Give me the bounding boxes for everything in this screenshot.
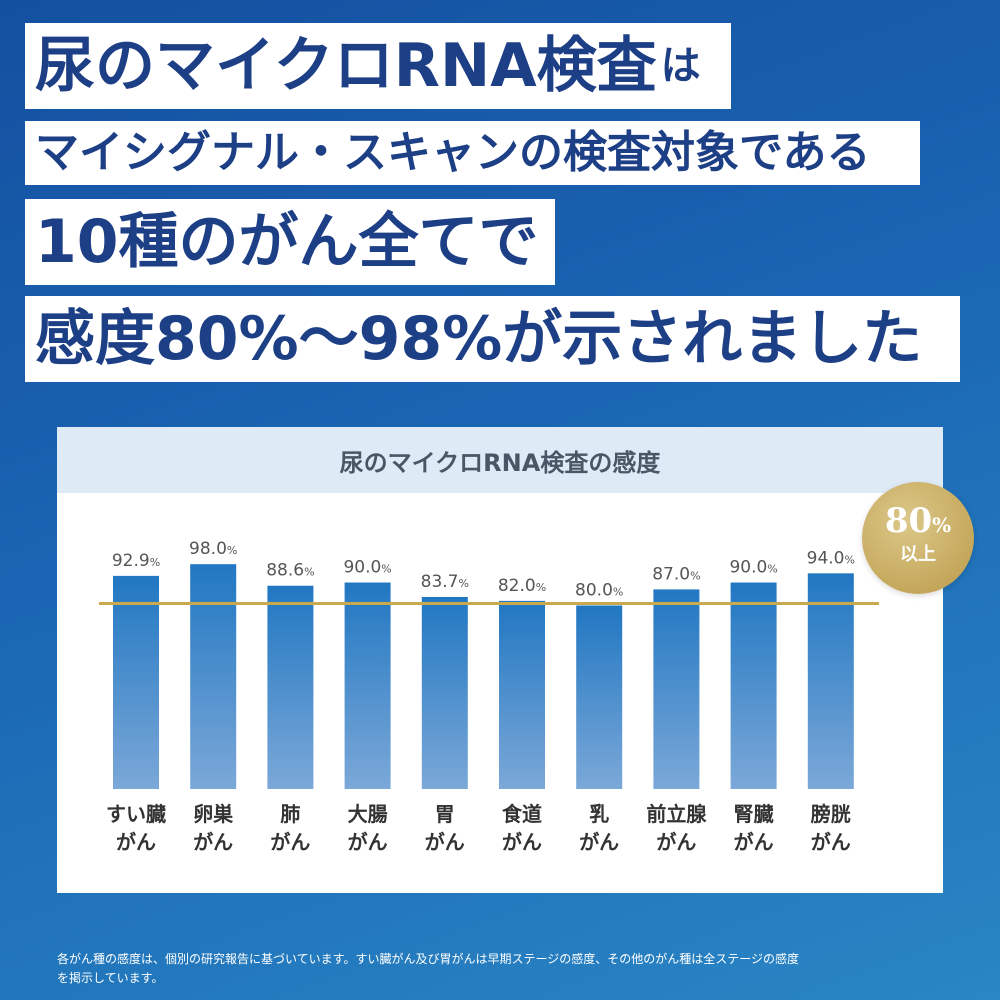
bar-5 <box>421 596 468 789</box>
headline-line-2: マイシグナル・スキャンの検査対象である <box>25 121 920 185</box>
value-label-8: 87.0% <box>652 564 700 584</box>
value-label-3: 88.6% <box>266 561 314 581</box>
badge-label: 以上 <box>900 544 936 565</box>
bar-6 <box>499 600 545 789</box>
headline-line-1-particle: は <box>660 43 701 89</box>
bar-2 <box>190 564 237 789</box>
value-label-4: 90.0% <box>343 558 391 578</box>
chart-title: 尿のマイクロRNA検査の感度 <box>57 427 943 493</box>
category-label-7: 乳がん <box>579 802 619 854</box>
value-label-6: 82.0% <box>498 576 546 596</box>
footnote-line-1: 各がん種の感度は、個別の研究報告に基づいています。すい臓がん及び胃がんは早期ステ… <box>57 952 799 966</box>
category-label-6: 食道がん <box>502 802 542 854</box>
category-label-3: 肺がん <box>270 802 310 854</box>
threshold-badge: 80% 以上 <box>862 482 974 594</box>
value-label-1: 92.9% <box>112 551 160 571</box>
category-label-10: 膀胱がん <box>810 802 851 854</box>
value-label-7: 80.0% <box>575 580 623 600</box>
category-label-2: 卵巣がん <box>193 802 234 854</box>
bar-3 <box>267 585 314 789</box>
chart-card: 92.9% 98.0% 88.6% 90.0% 83.7% 82.0% 80.0% 87.0%… <box>57 427 943 893</box>
category-label-8: 前立腺がん <box>646 802 707 854</box>
badge-value: 80% <box>884 501 952 541</box>
value-label-2: 98.0% <box>189 539 237 559</box>
bar-4 <box>344 582 391 789</box>
value-label-9: 90.0% <box>729 558 777 578</box>
bar-8 <box>653 589 700 789</box>
headline-line-1-main: 尿のマイクロRNA検査 <box>35 31 657 101</box>
value-label-10: 94.0% <box>807 548 855 568</box>
category-label-4: 大腸がん <box>348 802 388 854</box>
headline-line-4: 感度80%〜98%が示されました <box>25 296 960 382</box>
sensitivity-bar-chart: 92.9% 98.0% 88.6% 90.0% 83.7% 82.0% 80.0% 87.0%… <box>99 539 879 854</box>
headline-line-3: 10種のがん全てで <box>25 199 555 285</box>
footnote-line-2: を掲示しています。 <box>57 971 164 985</box>
value-label-5: 83.7% <box>421 572 469 592</box>
badge-unit: % <box>932 513 952 537</box>
category-label-5: 胃がん <box>425 802 465 854</box>
category-label-1: すい臓がん <box>106 802 166 854</box>
bar-7 <box>576 605 623 789</box>
bar-1 <box>113 575 159 789</box>
headline-line-1: 尿のマイクロRNA検査は <box>25 23 731 109</box>
category-label-9: 腎臓がん <box>734 802 774 854</box>
bar-10 <box>807 573 854 789</box>
bar-9 <box>730 582 777 789</box>
footnote: 各がん種の感度は、個別の研究報告に基づいています。すい臓がん及び胃がんは早期ステ… <box>57 950 957 988</box>
